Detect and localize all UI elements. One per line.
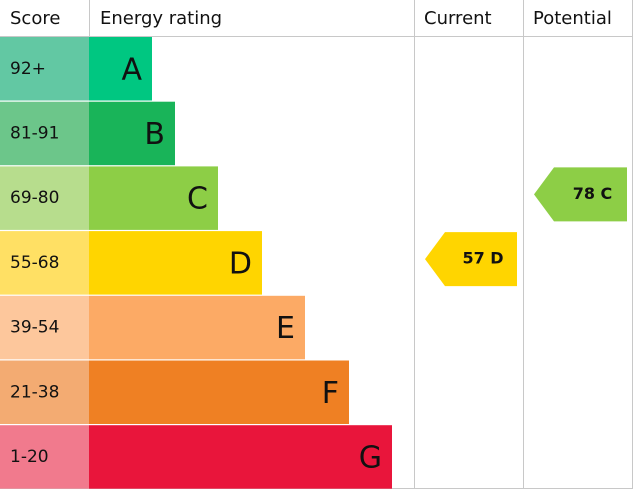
rating-letter: A <box>121 52 142 87</box>
score-label: 1-20 <box>10 447 49 467</box>
score-label: 21-38 <box>10 382 59 402</box>
score-cell <box>0 425 89 489</box>
rating-bar <box>89 166 218 230</box>
score-cell <box>0 295 89 360</box>
potential-label: 78 C <box>573 184 613 203</box>
score-cell <box>0 101 89 166</box>
rating-bar <box>89 360 349 424</box>
header: Current <box>424 8 492 29</box>
potential-arrow <box>534 167 627 222</box>
score-cell <box>0 37 89 101</box>
rating-bar <box>89 37 152 101</box>
header: Potential <box>533 8 612 29</box>
score-cell <box>0 360 89 424</box>
score-label: 55-68 <box>10 253 59 273</box>
score-cell <box>0 166 89 230</box>
header: Energy rating <box>100 8 222 29</box>
header: Score <box>10 8 60 29</box>
rating-letter: C <box>187 182 208 217</box>
score-label: 69-80 <box>10 188 59 208</box>
score-label: 39-54 <box>10 318 59 338</box>
rating-letter: E <box>276 311 295 346</box>
rating-bar <box>89 231 262 295</box>
score-cell <box>0 231 89 295</box>
rating-letter: D <box>229 246 252 281</box>
rating-letter: F <box>322 376 339 411</box>
current-arrow <box>425 232 517 287</box>
current-label: 57 D <box>462 249 503 268</box>
rating-letter: G <box>359 440 382 475</box>
rating-bar <box>89 101 175 166</box>
rating-letter: B <box>144 117 165 152</box>
rating-bar <box>89 425 392 489</box>
score-label: 92+ <box>10 59 46 79</box>
rating-bar <box>89 295 305 360</box>
score-label: 81-91 <box>10 123 59 143</box>
